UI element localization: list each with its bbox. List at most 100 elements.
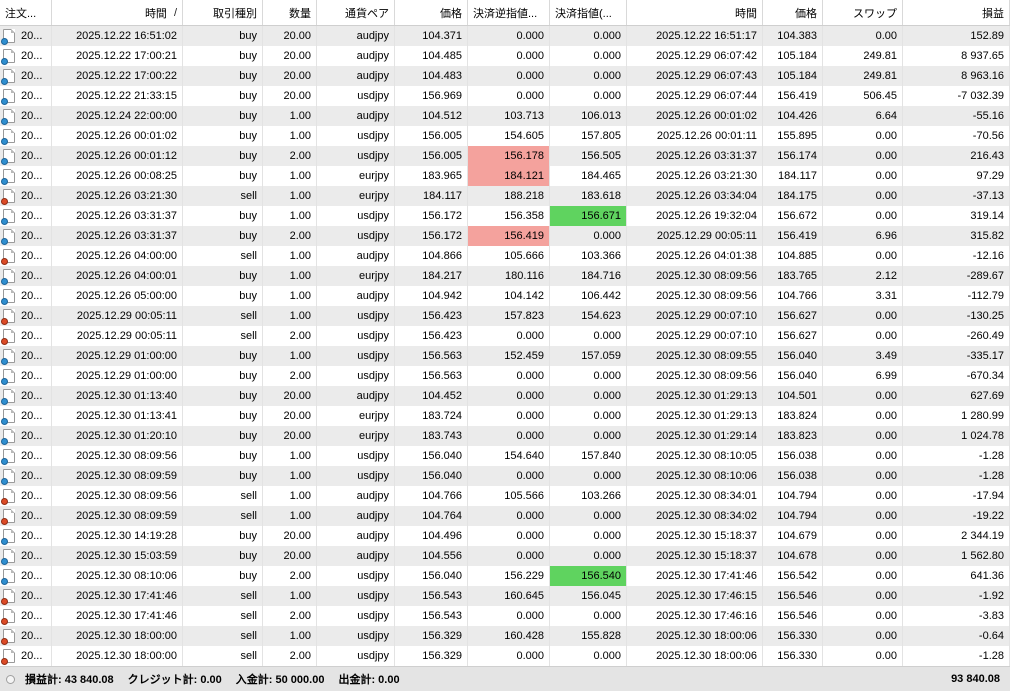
column-header-profit[interactable]: 損益	[903, 0, 1010, 25]
cell-symbol: usdjpy	[317, 466, 395, 486]
cell-symbol: eurjpy	[317, 166, 395, 186]
cell-close-time: 2025.12.30 08:34:02	[627, 506, 763, 526]
cell-volume: 20.00	[263, 386, 317, 406]
cell-close-time: 2025.12.30 17:46:16	[627, 606, 763, 626]
trade-row[interactable]: 20... 2025.12.30 01:20:10 buy 20.00 eurjpy 18…	[0, 426, 1010, 446]
cell-type: buy	[183, 466, 263, 486]
column-header-label: 注文...	[5, 7, 37, 20]
column-header-swap[interactable]: スワップ	[823, 0, 903, 25]
cell-open-time: 2025.12.30 17:41:46	[52, 606, 183, 626]
trade-row[interactable]: 20... 2025.12.26 04:00:01 buy 1.00 eurjpy 184…	[0, 266, 1010, 286]
cell-volume: 2.00	[263, 606, 317, 626]
trade-row[interactable]: 20... 2025.12.26 04:00:00 sell 1.00 audjpy 10…	[0, 246, 1010, 266]
trade-row[interactable]: 20... 2025.12.30 08:09:56 buy 1.00 usdjpy 156…	[0, 446, 1010, 466]
trade-row[interactable]: 20... 2025.12.26 03:31:37 buy 1.00 usdjpy 156…	[0, 206, 1010, 226]
cell-symbol: audjpy	[317, 66, 395, 86]
sort-indicator-icon: /	[173, 6, 177, 19]
trade-row[interactable]: 20... 2025.12.22 17:00:21 buy 20.00 audjpy 10…	[0, 46, 1010, 66]
cell-symbol: audjpy	[317, 26, 395, 46]
trade-row[interactable]: 20... 2025.12.29 01:00:00 buy 1.00 usdjpy 156…	[0, 346, 1010, 366]
cell-close-price: 104.383	[763, 26, 823, 46]
cell-profit: -19.22	[903, 506, 1010, 526]
trade-row[interactable]: 20... 2025.12.26 00:01:12 buy 2.00 usdjpy 156…	[0, 146, 1010, 166]
cell-symbol: usdjpy	[317, 126, 395, 146]
summary-profit-total: 損益計: 43 840.08	[25, 674, 114, 686]
cell-type: buy	[183, 206, 263, 226]
column-header-symbol[interactable]: 通貨ペア	[317, 0, 395, 25]
cell-volume: 1.00	[263, 486, 317, 506]
cell-close-price: 156.627	[763, 306, 823, 326]
cell-sl: 0.000	[468, 366, 550, 386]
cell-tp: 0.000	[550, 506, 627, 526]
order-number: 20...	[21, 370, 43, 382]
trade-row[interactable]: 20... 2025.12.24 22:00:00 buy 1.00 audjpy 104…	[0, 106, 1010, 126]
cell-swap: 506.45	[823, 86, 903, 106]
cell-close-price: 104.794	[763, 506, 823, 526]
cell-profit: 216.43	[903, 146, 1010, 166]
cell-open-time: 2025.12.26 00:01:02	[52, 126, 183, 146]
cell-sl: 156.358	[468, 206, 550, 226]
cell-volume: 1.00	[263, 466, 317, 486]
trade-row[interactable]: 20... 2025.12.29 01:00:00 buy 2.00 usdjpy 156…	[0, 366, 1010, 386]
trade-row[interactable]: 20... 2025.12.30 18:00:00 sell 1.00 usdjpy 15…	[0, 626, 1010, 646]
cell-type: buy	[183, 226, 263, 246]
column-header-order[interactable]: 注文...	[0, 0, 52, 25]
account-summary: 損益計: 43 840.08 クレジット計: 0.00 入金計: 50 000.00…	[25, 671, 400, 687]
trade-row[interactable]: 20... 2025.12.26 03:21:30 sell 1.00 eurjpy 18…	[0, 186, 1010, 206]
column-header-volume[interactable]: 数量	[263, 0, 317, 25]
trade-row[interactable]: 20... 2025.12.30 08:10:06 buy 2.00 usdjpy 156…	[0, 566, 1010, 586]
cell-order: 20...	[0, 346, 52, 366]
trade-row[interactable]: 20... 2025.12.26 03:31:37 buy 2.00 usdjpy 156…	[0, 226, 1010, 246]
trade-row[interactable]: 20... 2025.12.26 00:01:02 buy 1.00 usdjpy 156…	[0, 126, 1010, 146]
cell-close-price: 183.823	[763, 426, 823, 446]
trade-row[interactable]: 20... 2025.12.26 05:00:00 buy 1.00 audjpy 104…	[0, 286, 1010, 306]
cell-volume: 20.00	[263, 86, 317, 106]
column-header-tp[interactable]: 決済指値(...	[550, 0, 627, 25]
trade-row[interactable]: 20... 2025.12.30 08:09:59 buy 1.00 usdjpy 156…	[0, 466, 1010, 486]
column-header-price[interactable]: 価格	[395, 0, 468, 25]
cell-sl: 0.000	[468, 506, 550, 526]
cell-price: 104.556	[395, 546, 468, 566]
trade-row[interactable]: 20... 2025.12.22 21:33:15 buy 20.00 usdjpy 15…	[0, 86, 1010, 106]
cell-close-time: 2025.12.30 08:09:55	[627, 346, 763, 366]
cell-order: 20...	[0, 326, 52, 346]
trade-row[interactable]: 20... 2025.12.22 17:00:22 buy 20.00 audjpy 10…	[0, 66, 1010, 86]
cell-price: 104.866	[395, 246, 468, 266]
trade-row[interactable]: 20... 2025.12.26 00:08:25 buy 1.00 eurjpy 183…	[0, 166, 1010, 186]
cell-price: 156.329	[395, 626, 468, 646]
cell-tp: 0.000	[550, 226, 627, 246]
column-header-type[interactable]: 取引種別	[183, 0, 263, 25]
trade-row[interactable]: 20... 2025.12.30 17:41:46 sell 1.00 usdjpy 15…	[0, 586, 1010, 606]
column-header-close-time[interactable]: 時間	[627, 0, 763, 25]
trade-row[interactable]: 20... 2025.12.30 15:03:59 buy 20.00 audjpy 10…	[0, 546, 1010, 566]
cell-close-time: 2025.12.26 03:31:37	[627, 146, 763, 166]
trade-row[interactable]: 20... 2025.12.30 08:09:56 sell 1.00 audjpy 10…	[0, 486, 1010, 506]
trade-row[interactable]: 20... 2025.12.30 01:13:41 buy 20.00 eurjpy 18…	[0, 406, 1010, 426]
cell-swap: 0.00	[823, 206, 903, 226]
column-header-label: 価格	[440, 7, 462, 20]
column-header-sl[interactable]: 決済逆指値...	[468, 0, 550, 25]
trade-row[interactable]: 20... 2025.12.30 18:00:00 sell 2.00 usdjpy 15…	[0, 646, 1010, 666]
cell-order: 20...	[0, 46, 52, 66]
cell-order: 20...	[0, 266, 52, 286]
sell-order-icon	[1, 509, 15, 525]
trade-row[interactable]: 20... 2025.12.22 16:51:02 buy 20.00 audjpy 10…	[0, 26, 1010, 46]
cell-open-time: 2025.12.30 01:20:10	[52, 426, 183, 446]
order-number: 20...	[21, 610, 43, 622]
cell-close-time: 2025.12.30 01:29:14	[627, 426, 763, 446]
trade-row[interactable]: 20... 2025.12.29 00:05:11 sell 1.00 usdjpy 15…	[0, 306, 1010, 326]
cell-order: 20...	[0, 206, 52, 226]
column-header-open-time[interactable]: 時間 /	[52, 0, 183, 25]
trade-row[interactable]: 20... 2025.12.30 14:19:28 buy 20.00 audjpy 10…	[0, 526, 1010, 546]
column-header-close-price[interactable]: 価格	[763, 0, 823, 25]
buy-order-icon	[1, 89, 15, 105]
trade-row[interactable]: 20... 2025.12.29 00:05:11 sell 2.00 usdjpy 15…	[0, 326, 1010, 346]
trade-row[interactable]: 20... 2025.12.30 08:09:59 sell 1.00 audjpy 10…	[0, 506, 1010, 526]
cell-symbol: audjpy	[317, 526, 395, 546]
trade-row[interactable]: 20... 2025.12.30 01:13:40 buy 20.00 audjpy 10…	[0, 386, 1010, 406]
trade-row[interactable]: 20... 2025.12.30 17:41:46 sell 2.00 usdjpy 15…	[0, 606, 1010, 626]
buy-order-icon	[1, 469, 15, 485]
cell-close-price: 104.501	[763, 386, 823, 406]
order-number: 20...	[21, 130, 43, 142]
cell-sl: 152.459	[468, 346, 550, 366]
